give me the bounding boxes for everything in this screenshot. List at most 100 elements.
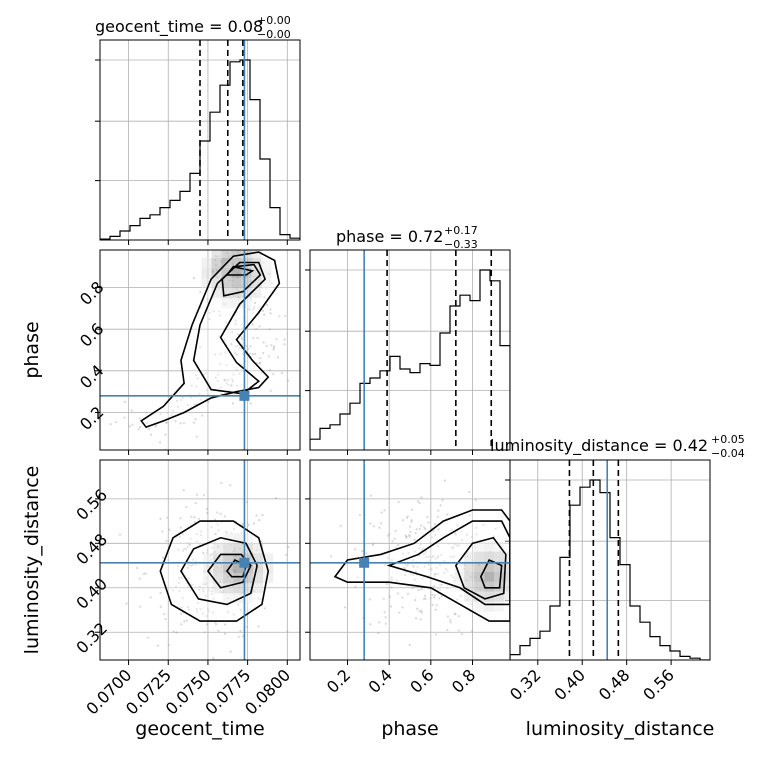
luminosity_distance_vs_phase-content (310, 460, 510, 660)
density-cell (504, 561, 510, 572)
sample-point (252, 522, 256, 525)
sample-point (383, 611, 386, 614)
sample-point (219, 512, 222, 515)
sample-point (434, 608, 437, 611)
sample-point (230, 343, 233, 346)
sample-point (283, 343, 286, 346)
sample-point (450, 555, 453, 558)
density-cell (464, 561, 475, 572)
sample-point (397, 543, 400, 547)
sample-point (436, 573, 440, 576)
sample-point (432, 596, 436, 599)
sample-point (218, 335, 221, 338)
sample-point (410, 508, 414, 511)
sample-point (219, 363, 222, 366)
luminosity_distance_vs_geocent_time-content (100, 452, 300, 660)
density-cell (464, 591, 475, 602)
sample-point (255, 327, 258, 331)
sample-point (258, 519, 261, 522)
x-tick-label: 0.0800 (241, 665, 294, 718)
sample-point (204, 372, 207, 375)
sample-point (230, 385, 233, 388)
contour-level-4 (225, 265, 255, 276)
sample-point (180, 623, 183, 626)
sample-point (187, 566, 190, 570)
sample-point (192, 277, 196, 280)
sample-point (431, 603, 434, 606)
sample-point (431, 556, 434, 559)
sample-point (354, 585, 357, 588)
density-cell (484, 551, 495, 562)
sample-point (123, 416, 126, 419)
sample-point (240, 347, 243, 350)
sample-point (233, 351, 237, 354)
sample-point (165, 411, 169, 414)
sample-point (429, 597, 432, 600)
sample-point (385, 582, 388, 586)
density-cell (231, 250, 242, 258)
density-cell (494, 591, 505, 602)
title-phase-plus: +0.17 (444, 224, 478, 237)
sample-point (146, 421, 149, 425)
density-cell (233, 553, 244, 564)
sample-point (470, 630, 474, 633)
sample-point (239, 608, 242, 611)
sample-point (410, 520, 413, 523)
sample-point (387, 534, 390, 537)
sample-point (230, 383, 233, 386)
sample-point (229, 342, 233, 345)
sample-point (439, 583, 442, 586)
sample-point (193, 521, 196, 524)
sample-point (411, 558, 415, 562)
sample-point (237, 344, 240, 347)
sample-point (206, 298, 209, 301)
sample-point (418, 501, 421, 504)
sample-point (188, 542, 191, 546)
sample-point (408, 534, 411, 537)
sample-point (438, 588, 442, 591)
sample-point (468, 490, 471, 494)
sample-point (447, 542, 450, 545)
density-cell (474, 601, 485, 612)
sample-point (230, 378, 234, 381)
sample-point (274, 496, 278, 500)
sample-point (195, 607, 198, 611)
sample-point (235, 368, 238, 371)
sample-point (202, 494, 206, 497)
contour-level-2 (192, 261, 267, 395)
density-cell (231, 277, 242, 288)
density-cell (253, 553, 264, 564)
sample-point (109, 423, 112, 426)
sample-point (436, 587, 439, 590)
sample-point (158, 441, 162, 444)
sample-point (423, 565, 426, 568)
density-cell (213, 543, 224, 554)
density-cell (251, 250, 262, 258)
sample-point (205, 507, 209, 510)
density-cell (241, 297, 252, 308)
sample-point (196, 452, 198, 454)
density-cell (213, 583, 224, 594)
y-axis-label-phase: phase (21, 321, 43, 378)
x-axis-label-phase: phase (381, 718, 438, 740)
sample-point (258, 306, 261, 309)
density-cell (222, 238, 232, 248)
sample-point (461, 538, 464, 542)
x-tick-label: 0.32 (506, 665, 545, 704)
sample-point (172, 630, 175, 633)
sample-point (229, 650, 232, 653)
sample-point (358, 513, 362, 517)
density-cell (221, 277, 232, 288)
sample-point (259, 598, 262, 601)
sample-point (260, 540, 263, 543)
sample-point (285, 553, 288, 556)
sample-point (459, 594, 462, 597)
sample-point (437, 528, 440, 531)
density-cell (504, 591, 510, 602)
sample-point (234, 345, 237, 348)
sample-point (171, 409, 175, 412)
sample-point (382, 597, 385, 600)
density-cell (241, 267, 252, 278)
sample-point (390, 576, 393, 579)
y-axis-label-luminosity-distance: luminosity_distance (21, 466, 43, 655)
